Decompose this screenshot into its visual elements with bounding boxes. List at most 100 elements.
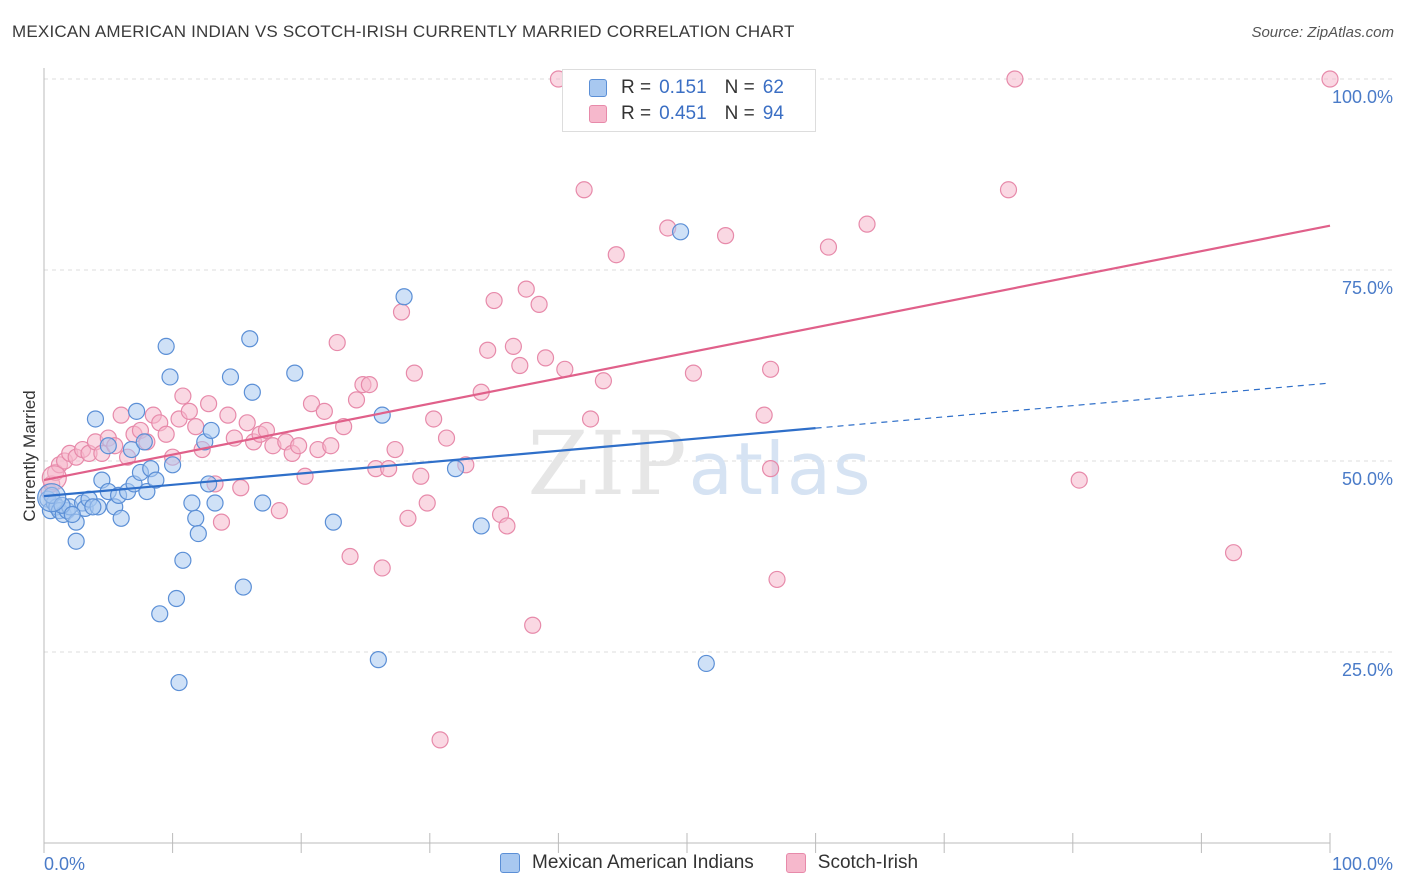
mexican-american-indian-point <box>112 509 130 527</box>
scotch-irish-point <box>504 337 522 355</box>
y-tick-label: 75.0% <box>1342 278 1393 298</box>
mexican-american-indian-point <box>122 440 141 459</box>
scotch-irish-point <box>347 391 366 409</box>
mexican-american-indian-point <box>135 433 153 451</box>
scotch-irish-point <box>112 406 130 424</box>
scotch-irish-point <box>238 414 256 432</box>
trend-line-extension <box>815 382 1331 429</box>
mexican-american-indian-point <box>234 578 252 596</box>
mexican-american-indian-point <box>446 460 465 478</box>
mexican-american-indian-point <box>697 654 715 673</box>
mexican-american-indian-point <box>67 532 85 550</box>
scotch-irish-point <box>1070 471 1088 489</box>
scotch-irish-point <box>1321 70 1339 88</box>
legend-n-value: 94 <box>762 103 784 124</box>
scotch-irish-point <box>392 303 411 321</box>
mexican-american-indian-point <box>189 524 207 543</box>
x-tick-label-max: 100.0% <box>1332 854 1393 874</box>
scotch-irish-point <box>399 509 417 527</box>
y-axis-title: Currently Married <box>20 390 39 521</box>
mexican-american-indian-point <box>369 651 387 669</box>
scotch-irish-point <box>498 517 516 535</box>
scotch-irish-point <box>485 291 503 310</box>
scotch-irish-point <box>819 238 838 256</box>
mexican-american-indian-point <box>147 471 165 489</box>
scotch-irish-point <box>174 387 192 405</box>
scotch-irish-point <box>479 341 497 359</box>
mexican-american-indian-point <box>127 402 146 420</box>
legend-item-scotch-irish[interactable]: Scotch-Irish <box>785 852 919 874</box>
trend-line-mexican-american-indians <box>43 427 816 498</box>
mexican-american-indian-point <box>254 494 272 512</box>
mexican-american-indian-point <box>243 383 261 401</box>
scotch-irish-point <box>999 181 1018 199</box>
scotch-irish-point <box>412 467 430 485</box>
scotch-irish-point <box>581 410 600 428</box>
scotch-irish-point <box>437 429 456 447</box>
scotch-irish-point <box>360 376 378 394</box>
legend-item-mexican-american-indians[interactable]: Mexican American Indians <box>500 852 754 874</box>
scotch-irish-point <box>768 570 786 589</box>
mexican-american-indian-point <box>241 330 259 348</box>
watermark: ZIPatlas <box>527 412 872 515</box>
scotch-irish-point <box>405 364 423 382</box>
axis-labels: 25.0% 50.0% 75.0% 100.0% 0.0% 100.0% <box>44 87 1393 874</box>
mexican-american-indian-point <box>202 421 220 440</box>
mexican-american-indian-point <box>84 498 102 516</box>
legend-n-label: N = <box>724 77 755 98</box>
legend-r-label: R = <box>621 77 652 98</box>
scotch-irish-point <box>315 402 333 420</box>
mexican-american-indian-point <box>170 673 188 692</box>
scotch-irish-point <box>270 502 288 520</box>
legend-r-label: R = <box>621 103 652 124</box>
y-tick-label: 100.0% <box>1332 87 1393 107</box>
scotch-irish-point <box>536 349 555 367</box>
x-tick-label-min: 0.0% <box>44 854 85 874</box>
scotch-irish-point <box>517 280 535 298</box>
mexican-american-indian-point <box>157 337 175 355</box>
scotch-irish-point <box>530 295 548 313</box>
scotch-irish-point <box>858 215 876 233</box>
trend-line-scotch-irish <box>43 224 1331 482</box>
scotch-irish-point <box>380 460 398 478</box>
scotch-irish-point <box>322 437 340 455</box>
correlation-legend: R = 0.151 N = 62 R = 0.451 N = 94 <box>562 69 816 132</box>
mexican-american-indian-cluster <box>37 483 67 513</box>
scotch-irish-point <box>341 547 359 566</box>
mexican-american-indian-point <box>286 364 304 382</box>
scotch-irish-point <box>386 440 404 459</box>
mexican-american-indian-point <box>472 517 490 535</box>
mexican-american-indian-point <box>183 494 201 512</box>
mexican-american-indian-point <box>167 589 186 608</box>
scotch-irish-point <box>431 731 449 749</box>
mexican-american-indian-point <box>151 605 169 623</box>
scotch-irish-point <box>328 333 346 352</box>
scotch-irish-point <box>511 356 529 375</box>
legend-label: Mexican American Indians <box>532 852 754 873</box>
mexican-american-indian-point <box>671 223 690 241</box>
scotch-irish-point <box>1006 70 1024 88</box>
scotch-irish-point <box>761 460 780 478</box>
legend-n-value: 62 <box>762 77 784 98</box>
scotch-irish-point <box>232 479 250 497</box>
y-tick-label: 25.0% <box>1342 660 1393 680</box>
series-legend: Mexican American Indians Scotch-Irish <box>500 852 950 874</box>
watermark-zip: ZIP <box>527 412 688 515</box>
mexican-american-indian-point <box>161 368 179 386</box>
axes-layer <box>43 68 1331 853</box>
mexican-american-indian-point <box>221 368 240 386</box>
scotch-irish-point <box>761 360 780 378</box>
mexican-american-indian-point <box>99 437 117 455</box>
mexican-american-indian-point <box>164 456 182 474</box>
scotch-irish-point <box>716 227 735 245</box>
scotch-irish-point <box>219 406 237 424</box>
scotch-irish-point <box>180 402 198 420</box>
source-label: Source: ZipAtlas.com <box>1251 24 1394 41</box>
scotch-irish-point <box>212 513 231 531</box>
legend-row-scotch-irish: R = 0.451 N = 94 <box>589 102 802 126</box>
mexican-american-indian-point <box>86 410 105 428</box>
scotch-irish-point <box>524 616 542 634</box>
scotch-irish-point <box>425 410 443 428</box>
legend-label: Scotch-Irish <box>817 852 919 873</box>
